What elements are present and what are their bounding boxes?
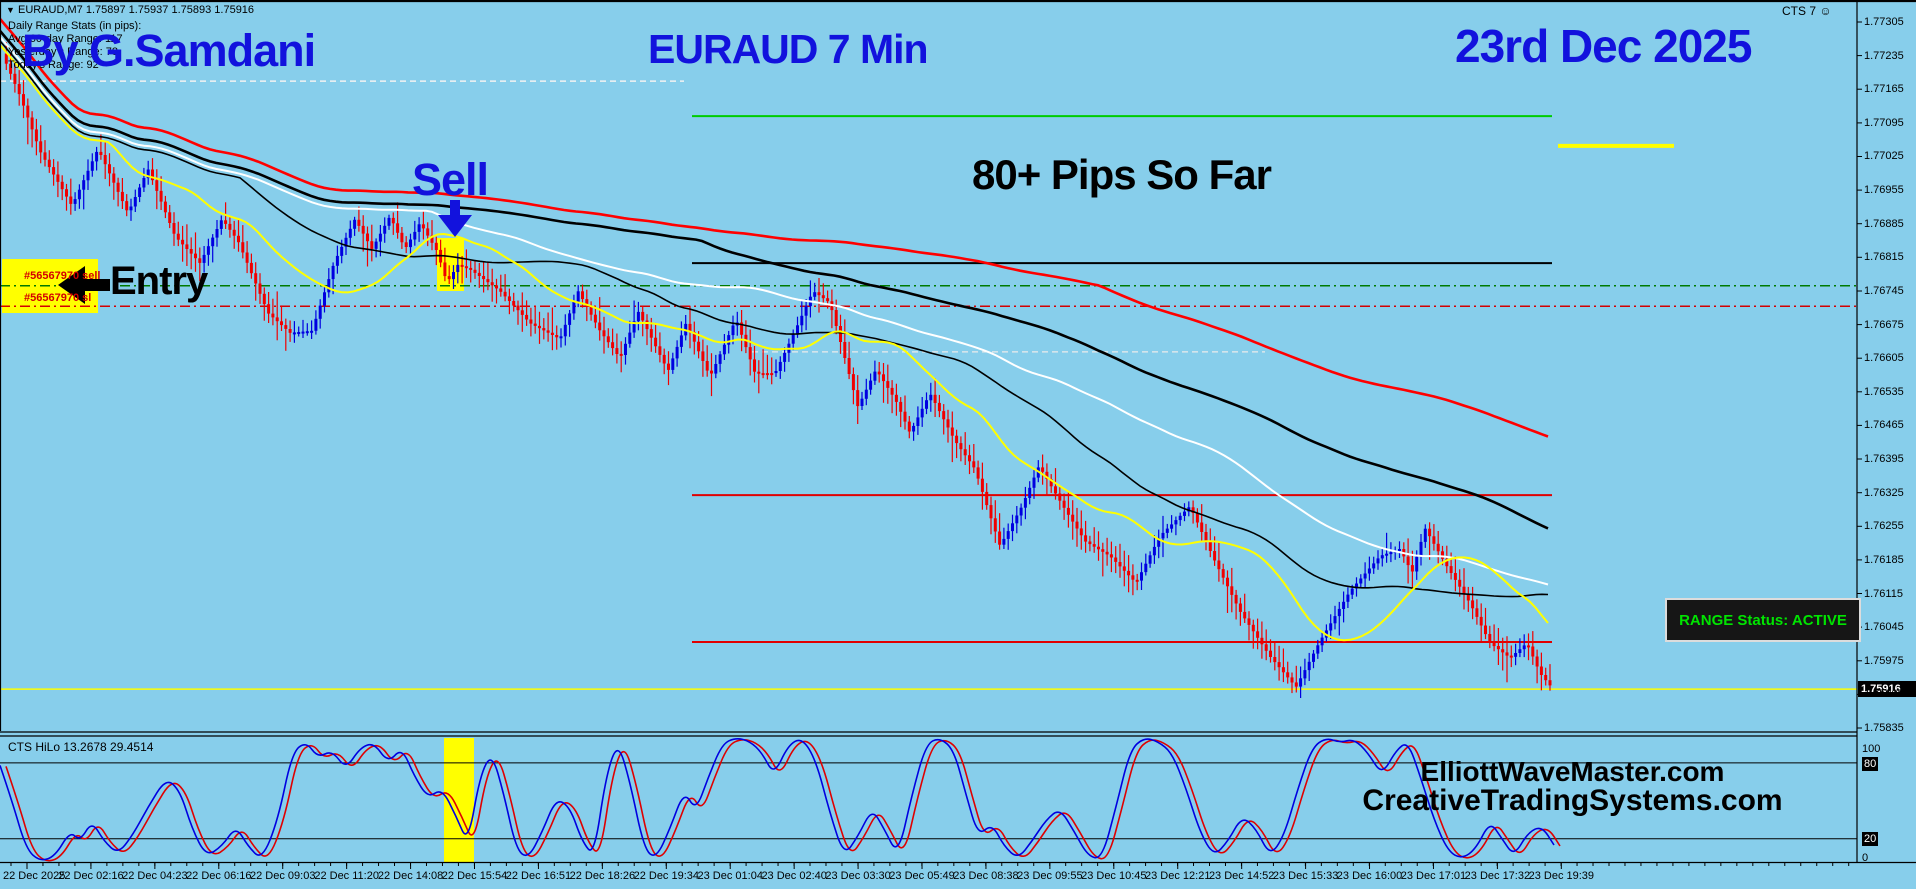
entry-annotation: Entry [110,259,208,303]
price-axis-label: 1.76255 [1864,520,1904,532]
smiley-icon[interactable]: ☺ [1819,4,1832,18]
oscillator-red-line [5,738,1561,862]
time-axis-label: 23 Dec 09:55 [1017,870,1083,882]
stat-avg-range: Avg 60-day Range: 117 [8,33,123,45]
watermark: ElliottWaveMaster.com CreativeTradingSys… [1285,756,1860,817]
watermark-line1: ElliottWaveMaster.com [1420,756,1725,787]
current-price-tag: 1.75916 [1858,681,1916,697]
moving-averages [0,18,1549,642]
range-status-text: RANGE Status: ACTIVE [1679,611,1847,629]
cts-indicator-label: CTS 7 ☺ [1782,4,1832,18]
time-axis-label: 23 Dec 15:33 [1272,870,1339,882]
ma-black-fast [0,40,1549,598]
time-axis-label: 22 Dec 18:26 [569,870,636,882]
entry-candle-highlight [437,238,464,291]
price-axis-label: 1.76395 [1864,453,1904,465]
time-axis-label: 23 Dec 10:45 [1081,870,1147,882]
time-axis-label: 22 Dec 09:03 [250,870,316,882]
sell-annotation: Sell [412,154,489,205]
oscillator-scale-label: 80 [1862,757,1879,771]
pips-annotation: 80+ Pips So Far [972,151,1272,198]
price-axis-label: 1.77165 [1864,83,1904,95]
price-axis-label: 1.75975 [1864,655,1904,667]
time-axis-label: 23 Dec 17:32 [1464,870,1531,882]
cts-text: CTS 7 [1782,4,1817,18]
time-axis-label: 23 Dec 17:01 [1400,870,1467,882]
time-axis-label: 23 Dec 12:21 [1145,870,1211,882]
time-axis-label: 23 Dec 02:40 [761,870,827,882]
time-axis-label: 22 Dec 14:08 [377,870,444,882]
time-axis-label: 22 Dec 04:23 [122,870,188,882]
oscillator-blue-line [0,737,1555,861]
price-axis-label: 1.76815 [1864,251,1904,263]
oscillator-name-label: CTS HiLo 13.2678 29.4514 [8,740,154,754]
ma-red [0,18,1549,438]
time-axis-label: 23 Dec 01:04 [697,870,763,882]
oscillator-layer [0,737,1857,862]
time-axis-label: 22 Dec 16:51 [505,870,572,882]
order-sl-label[interactable]: #56567970 sl [24,292,92,304]
price-axis-label: 1.75905 [1864,688,1904,700]
time-axis-label: 23 Dec 14:52 [1208,870,1275,882]
price-axis-label: 1.77235 [1864,50,1904,62]
order-sell-label[interactable]: #56567970 sell [24,270,101,282]
price-axis-label: 1.77095 [1864,117,1904,129]
time-axis-label: 22 Dec 2025 [3,870,66,882]
chart-title-annotation: EURAUD 7 Min [648,26,929,72]
price-axis-label: 1.76185 [1864,554,1904,566]
candles-layer [4,42,1552,698]
entry-indicator-highlight [444,738,474,862]
range-status-panel: RANGE Status: ACTIVE [1665,598,1861,642]
price-axis-label: 1.76885 [1864,218,1904,230]
price-axis-label: 1.76605 [1864,352,1904,364]
time-axis-label: 23 Dec 05:49 [889,870,955,882]
chart-frame [0,1,1916,869]
symbol-ohlc: EURAUD,M7 1.75897 1.75937 1.75893 1.7591… [17,4,255,16]
watermark-line2: CreativeTradingSystems.com [1362,784,1783,817]
price-axis-label: 1.76325 [1864,487,1904,499]
price-axis-label: 1.76465 [1864,419,1904,431]
stats-title: Daily Range Stats (in pips): [8,20,142,32]
ma-yellow [0,44,1549,642]
horizontal-lines [0,80,1857,690]
ma-black-slow [0,30,1549,530]
price-axis-label: 1.76045 [1864,621,1904,633]
price-axis-label: 1.76745 [1864,285,1904,297]
author-annotation: By G.Samdani [22,25,316,76]
entry-left-arrow-icon [58,266,110,304]
oscillator-scale-label: 0 [1862,852,1869,864]
price-axis-label: 1.77025 [1864,150,1904,162]
time-axis-label: 22 Dec 19:34 [633,870,700,882]
time-axis-label: 22 Dec 11:20 [314,870,379,882]
date-annotation: 23rd Dec 2025 [1455,20,1752,72]
price-axis-label: 1.76955 [1864,184,1904,196]
price-axis-label: 1.77305 [1864,16,1904,28]
sell-down-arrow-icon [438,200,472,237]
oscillator-scale-label: 20 [1862,832,1879,846]
time-axis-label: 23 Dec 03:30 [825,870,891,882]
time-axis-label: 22 Dec 15:54 [441,870,508,882]
time-axis-label: 22 Dec 06:16 [186,870,252,882]
price-axis-label: 1.76675 [1864,319,1904,331]
stat-today-range: Today's Range: 92 [8,59,99,71]
price-axis-label: 1.75835 [1864,722,1904,734]
time-axis-label: 22 Dec 02:16 [58,870,124,882]
symbol-dropdown-icon[interactable]: ▼ [6,5,15,15]
stat-yesterday-range: Yesterday's Range: 78 [8,46,118,58]
time-axis-label: 23 Dec 08:38 [953,870,1019,882]
time-axis-label: 23 Dec 16:00 [1336,870,1403,882]
time-axis-label: 23 Dec 19:39 [1528,870,1595,882]
symbol-bar: ▼ EURAUD,M7 1.75897 1.75937 1.75893 1.75… [6,4,254,16]
oscillator-scale-label: 100 [1862,743,1881,755]
ma-white [0,36,1549,586]
price-axis-label: 1.76535 [1864,386,1904,398]
price-axis-label: 1.76115 [1864,588,1903,600]
